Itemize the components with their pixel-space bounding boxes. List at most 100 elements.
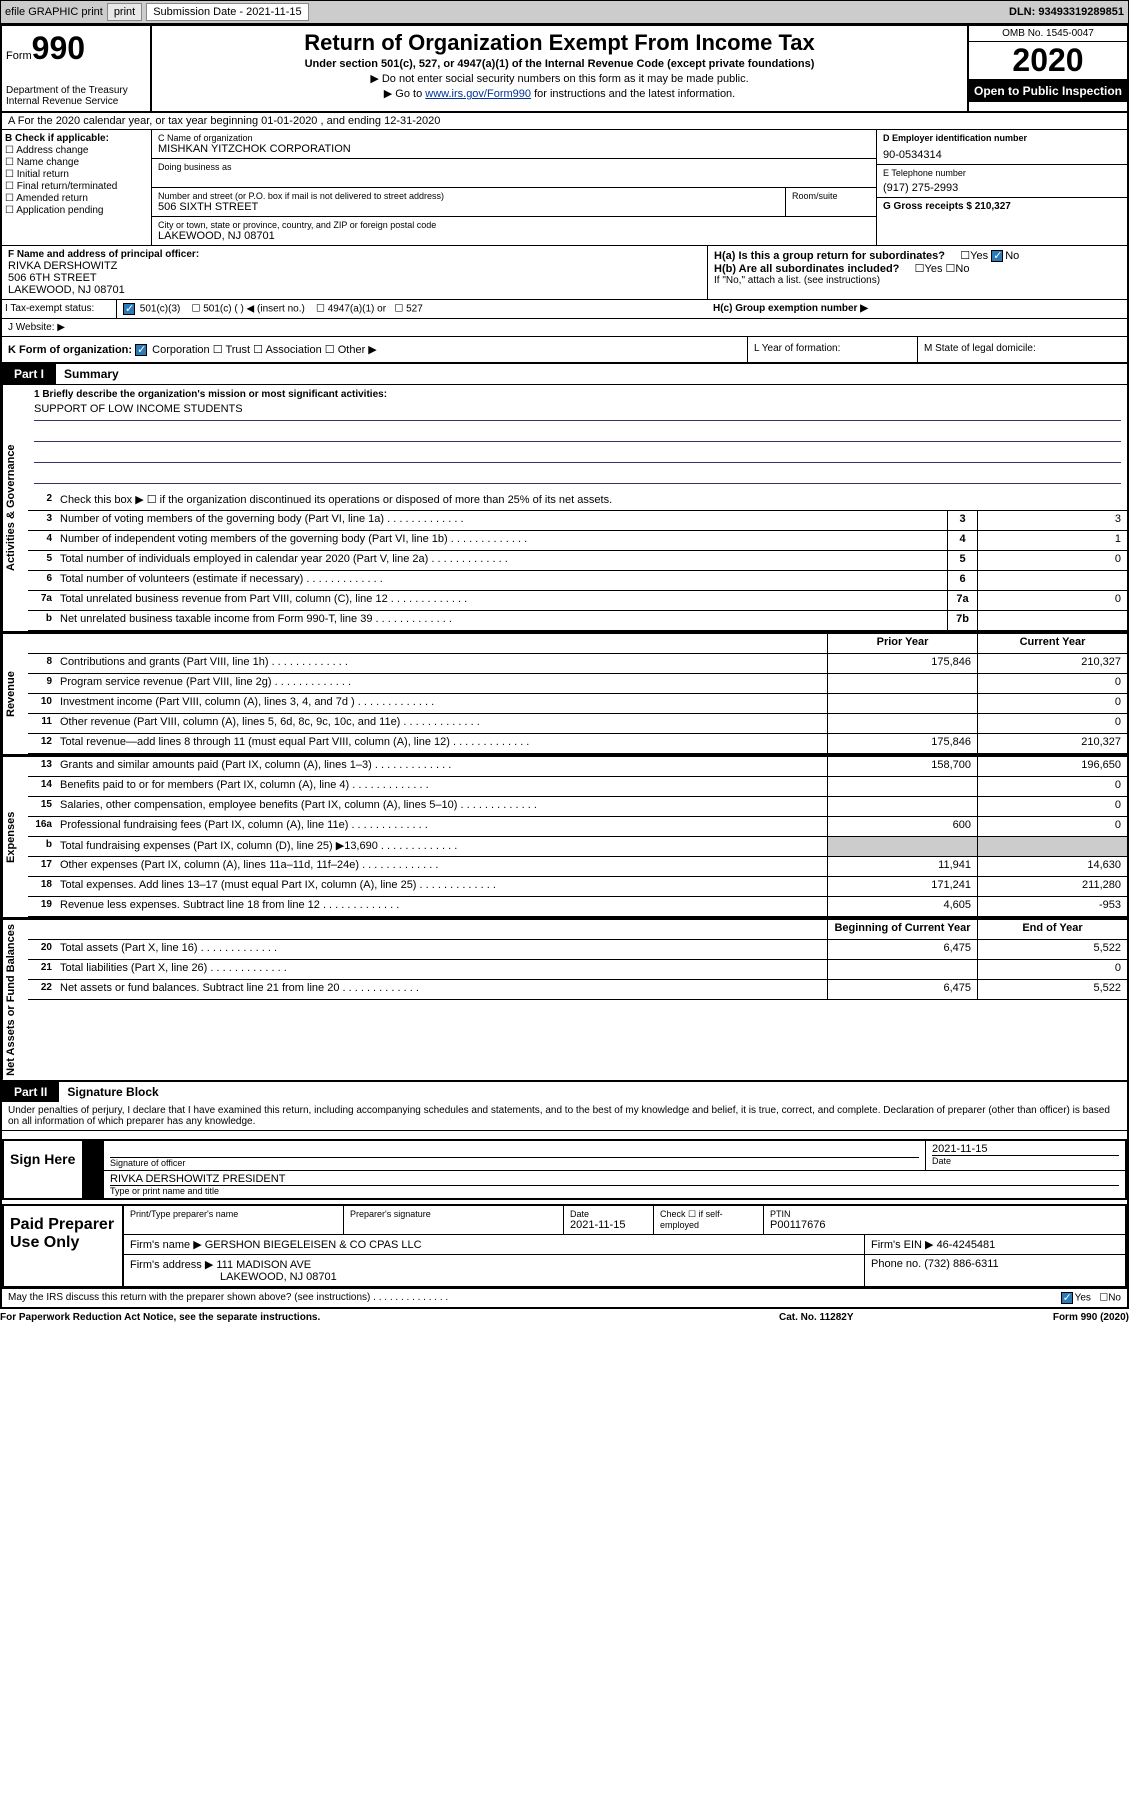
summary-line: 7aTotal unrelated business revenue from … [28, 591, 1127, 611]
submission-date: Submission Date - 2021-11-15 [146, 3, 308, 21]
omb-number: OMB No. 1545-0047 [969, 26, 1127, 42]
dln-label: DLN: 93493319289851 [1009, 6, 1124, 18]
column-b: B Check if applicable: ☐ Address change … [2, 130, 152, 245]
form-subtitle: Under section 501(c), 527, or 4947(a)(1)… [160, 58, 959, 70]
line-2: 2 Check this box ▶ ☐ if the organization… [28, 491, 1127, 511]
l-block: L Year of formation: [747, 337, 917, 362]
department-label: Department of the Treasury Internal Reve… [6, 85, 146, 107]
chk-corp[interactable] [135, 344, 147, 356]
summary-line: 12Total revenue—add lines 8 through 11 (… [28, 734, 1127, 754]
b-label: B Check if applicable: [5, 133, 148, 144]
instruction-line-1: ▶ Do not enter social security numbers o… [160, 72, 959, 85]
sign-body: Signature of officer 2021-11-15 Date RIV… [84, 1141, 1125, 1198]
k-block: K Form of organization: Corporation ☐ Tr… [2, 337, 747, 362]
dba-label: Doing business as [158, 162, 870, 172]
instruction-line-2: ▶ Go to www.irs.gov/Form990 for instruct… [160, 87, 959, 100]
line-a: A For the 2020 calendar year, or tax yea… [2, 113, 1127, 130]
sig-name: RIVKA DERSHOWITZ PRESIDENT Type or print… [104, 1171, 1125, 1198]
mission-label: 1 Briefly describe the organization's mi… [34, 389, 1121, 400]
summary-line: 13Grants and similar amounts paid (Part … [28, 757, 1127, 777]
discuss-yes-chk[interactable] [1061, 1292, 1073, 1304]
summary-line: 10Investment income (Part VIII, column (… [28, 694, 1127, 714]
sign-arrow-icon [84, 1141, 104, 1170]
part1-title: Summary [56, 364, 127, 384]
sig-date: 2021-11-15 Date [925, 1141, 1125, 1170]
form-ref: Form 990 (2020) [979, 1312, 1129, 1323]
chk-final-return[interactable]: ☐ Final return/terminated [5, 181, 148, 192]
expenses-body: 13Grants and similar amounts paid (Part … [28, 757, 1127, 917]
ha-no-chk[interactable] [991, 250, 1003, 262]
mission-line3 [34, 445, 1121, 463]
row-k: K Form of organization: Corporation ☐ Tr… [2, 337, 1127, 364]
officer-addr2: LAKEWOOD, NJ 08701 [8, 284, 701, 296]
officer-block: F Name and address of principal officer:… [2, 246, 707, 299]
chk-app-pending[interactable]: ☐ Application pending [5, 205, 148, 216]
summary-line: bTotal fundraising expenses (Part IX, co… [28, 837, 1127, 857]
entity-section: B Check if applicable: ☐ Address change … [2, 130, 1127, 246]
goto-suffix: for instructions and the latest informat… [531, 88, 735, 100]
chk-amended[interactable]: ☐ Amended return [5, 193, 148, 204]
city-cell: City or town, state or province, country… [152, 216, 876, 245]
form-title-block: Return of Organization Exempt From Incom… [152, 26, 967, 111]
page-footer: For Paperwork Reduction Act Notice, see … [0, 1309, 1129, 1326]
print-button[interactable]: print [107, 3, 142, 21]
summary-line: 19Revenue less expenses. Subtract line 1… [28, 897, 1127, 917]
summary-line: bNet unrelated business taxable income f… [28, 611, 1127, 631]
hb-note: If "No," attach a list. (see instruction… [714, 275, 1121, 286]
ein-cell: D Employer identification number 90-0534… [877, 130, 1127, 165]
officer-addr1: 506 6TH STREET [8, 272, 701, 284]
revenue-header: Prior Year Current Year [28, 634, 1127, 654]
mission-block: 1 Briefly describe the organization's mi… [28, 385, 1127, 491]
address: 506 SIXTH STREET [158, 201, 779, 213]
summary-line: 22Net assets or fund balances. Subtract … [28, 980, 1127, 1000]
tel-cell: E Telephone number (917) 275-2993 [877, 165, 1127, 198]
summary-line: 14Benefits paid to or for members (Part … [28, 777, 1127, 797]
preparer-body: Print/Type preparer's name Preparer's si… [124, 1206, 1125, 1286]
summary-line: 8Contributions and grants (Part VIII, li… [28, 654, 1127, 674]
tax-year: 2020 [969, 42, 1127, 80]
chk-501c3[interactable] [123, 303, 135, 315]
preparer-block: Paid Preparer Use Only Print/Type prepar… [2, 1204, 1127, 1288]
gross-receipts: G Gross receipts $ 210,327 [883, 201, 1121, 212]
org-name-label: C Name of organization [158, 133, 870, 143]
efile-label: efile GRAPHIC print [5, 6, 103, 18]
cat-number: Cat. No. 11282Y [779, 1312, 979, 1323]
revenue-label: Revenue [2, 634, 28, 754]
f-label: F Name and address of principal officer: [8, 249, 701, 260]
summary-line: 20Total assets (Part X, line 16) 6,4755,… [28, 940, 1127, 960]
chk-name-change[interactable]: ☐ Name change [5, 157, 148, 168]
city: LAKEWOOD, NJ 08701 [158, 230, 870, 242]
org-name: MISHKAN YITZCHOK CORPORATION [158, 143, 870, 155]
governance-label: Activities & Governance [2, 385, 28, 631]
netassets-section: Net Assets or Fund Balances Beginning of… [2, 919, 1127, 1082]
summary-line: 16aProfessional fundraising fees (Part I… [28, 817, 1127, 837]
preparer-label: Paid Preparer Use Only [4, 1206, 124, 1286]
i-options: 501(c)(3) ☐ 501(c) ( ) ◀ (insert no.) ☐ … [117, 300, 707, 318]
governance-body: 1 Briefly describe the organization's mi… [28, 385, 1127, 631]
form-990: Form990 Department of the Treasury Inter… [0, 24, 1129, 1309]
summary-line: 4Number of independent voting members of… [28, 531, 1127, 551]
chk-initial-return[interactable]: ☐ Initial return [5, 169, 148, 180]
irs-link[interactable]: www.irs.gov/Form990 [425, 88, 531, 100]
summary-line: 9Program service revenue (Part VIII, lin… [28, 674, 1127, 694]
summary-line: 17Other expenses (Part IX, column (A), l… [28, 857, 1127, 877]
declaration: Under penalties of perjury, I declare th… [2, 1102, 1127, 1131]
part2-header: Part II Signature Block [2, 1082, 1127, 1102]
revenue-body: Prior Year Current Year 8Contributions a… [28, 634, 1127, 754]
sig-officer: Signature of officer [104, 1141, 925, 1170]
summary-line: 11Other revenue (Part VIII, column (A), … [28, 714, 1127, 734]
org-name-cell: C Name of organization MISHKAN YITZCHOK … [152, 130, 876, 159]
form-id-block: Form990 Department of the Treasury Inter… [2, 26, 152, 111]
netassets-body: Beginning of Current Year End of Year 20… [28, 920, 1127, 1080]
tel-label: E Telephone number [883, 168, 1121, 178]
paperwork-notice: For Paperwork Reduction Act Notice, see … [0, 1312, 779, 1323]
governance-section: Activities & Governance 1 Briefly descri… [2, 384, 1127, 633]
summary-line: 3Number of voting members of the governi… [28, 511, 1127, 531]
telephone: (917) 275-2993 [883, 178, 1121, 194]
sign-arrow-icon-2 [84, 1171, 104, 1198]
form-header: Form990 Department of the Treasury Inter… [2, 26, 1127, 113]
summary-line: 5Total number of individuals employed in… [28, 551, 1127, 571]
expenses-label: Expenses [2, 757, 28, 917]
summary-line: 6Total number of volunteers (estimate if… [28, 571, 1127, 591]
chk-address-change[interactable]: ☐ Address change [5, 145, 148, 156]
